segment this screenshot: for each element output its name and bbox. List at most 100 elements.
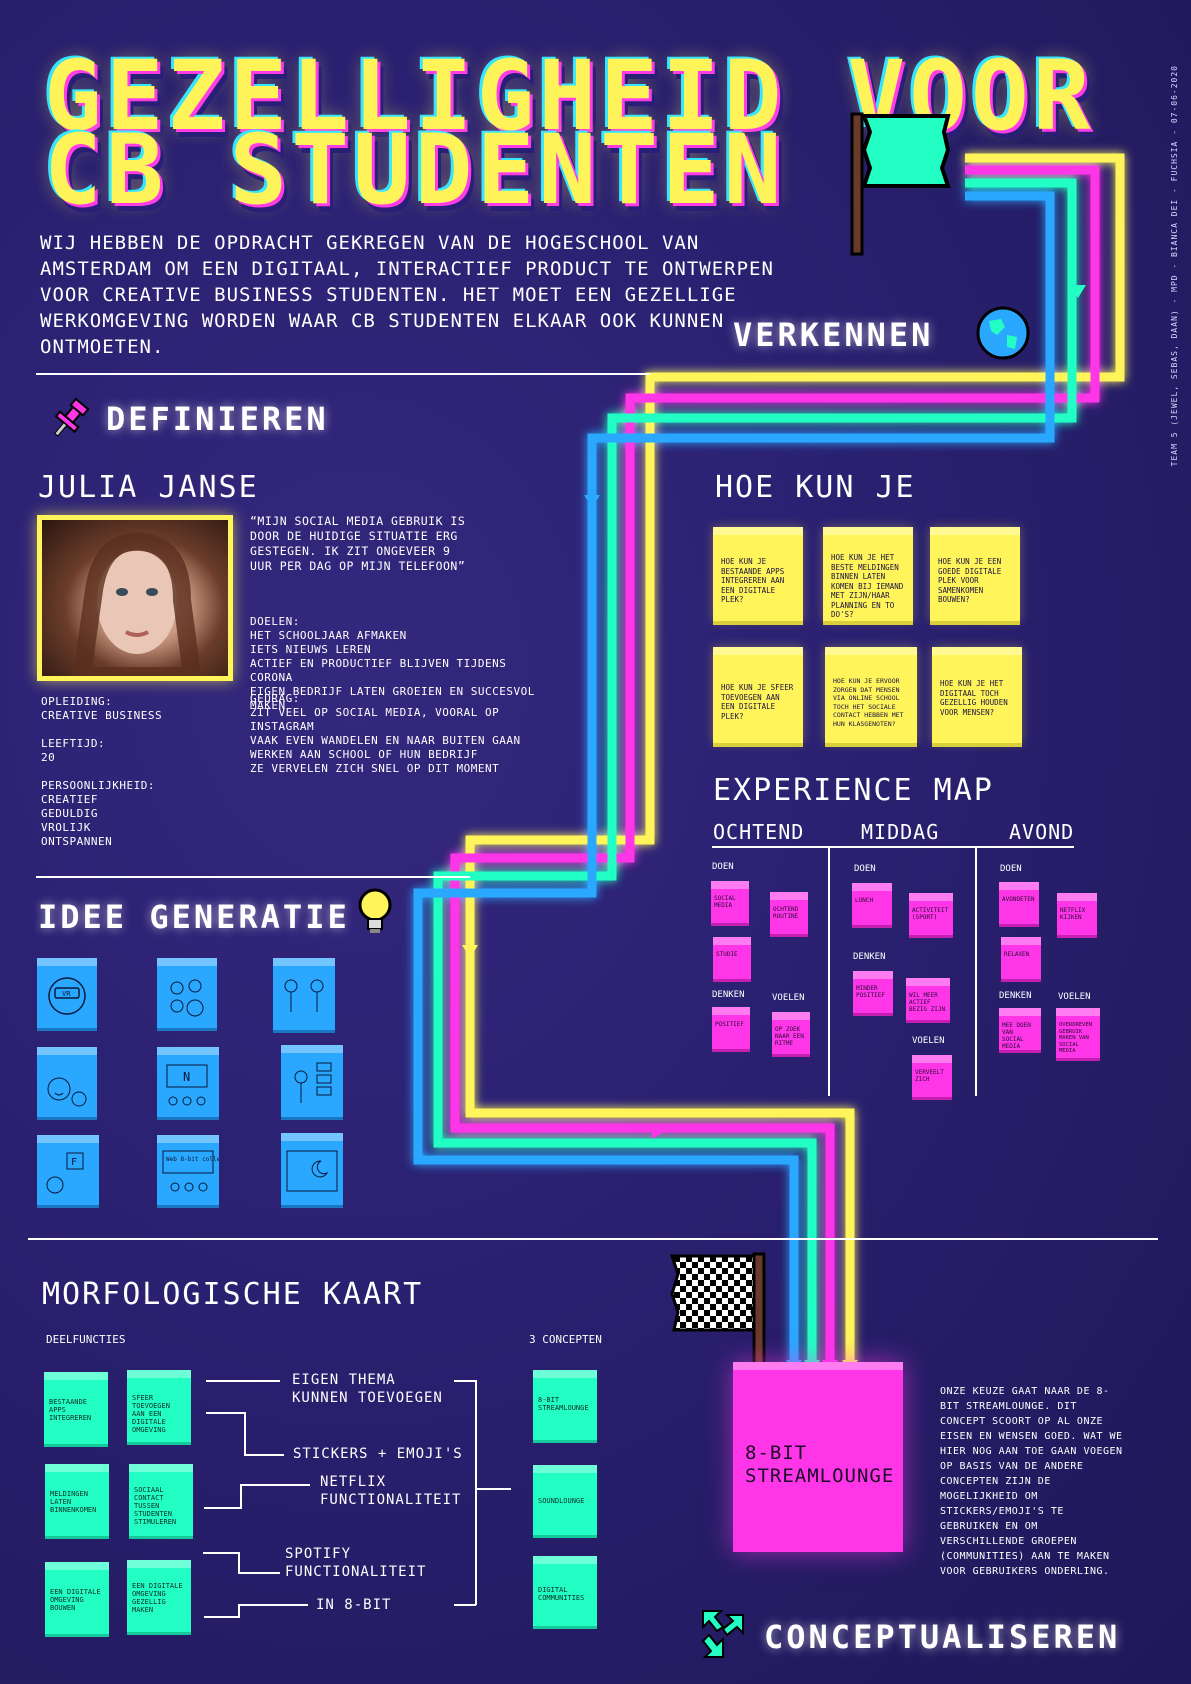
deelfuncties-label: DEELFUNCTIES: [46, 1333, 126, 1346]
em-note: OVERDREVEN GEBRUIK MAKEN VAN SOCIAL MEDI…: [1056, 1008, 1100, 1058]
em-col-ochtend: OCHTEND: [713, 820, 805, 844]
education-value: CREATIVE BUSINESS: [41, 709, 163, 722]
personality-item: VROLIJK: [41, 821, 91, 834]
goal-item: EIGEN BEDRIJF LATEN GROEIEN EN SUCCESVOL…: [250, 685, 535, 712]
em-note: ACTIVITEIT (SPORT): [909, 893, 953, 935]
oplossing-stickers: STICKERS + EMOJI'S: [293, 1446, 463, 1462]
connector: [244, 1412, 246, 1456]
bracket: [454, 1380, 476, 1382]
goals-label: DOELEN:: [250, 615, 300, 628]
personality-label: PERSOONLIJKHEID:: [41, 779, 155, 792]
hkj-note: HOE KUN JE BESTAANDE APPS INTEGREREN AAN…: [713, 527, 803, 621]
em-label-doen: DOEN: [1000, 864, 1022, 874]
connector: [240, 1484, 242, 1509]
connector: [206, 1412, 246, 1414]
em-label-denken: DENKEN: [999, 991, 1032, 1001]
morfologische-kaart-title: MORFOLOGISCHE KAART: [42, 1277, 424, 1312]
hkj-note: HOE KUN JE EEN GOEDE DIGITALE PLEK VOOR …: [930, 527, 1020, 621]
em-note: POSITIEF: [712, 1007, 750, 1049]
em-note: RELAXEN: [1001, 937, 1041, 979]
connector: [240, 1484, 310, 1486]
recycle-arrows-icon: [701, 1610, 744, 1658]
idea-note-emojis: [157, 958, 217, 1028]
vr-label: VR: [62, 990, 71, 998]
experience-map-title: EXPERIENCE MAP: [713, 773, 994, 808]
pushpin-icon: [54, 397, 90, 437]
persona-facts: OPLEIDING: CREATIVE BUSINESS LEEFTIJD: 2…: [41, 695, 231, 849]
em-note: SOCIAL MEDIA: [711, 881, 749, 923]
divider-mid: [36, 876, 470, 878]
goal-item: IETS NIEUWS LEREN: [250, 643, 372, 656]
title-line-2: CB STUDENTEN: [44, 114, 786, 226]
deelfunctie-note: EEN DIGITALE OMGEVING BOUWEN: [45, 1562, 109, 1634]
netflix-sketch-icon: N: [166, 1064, 208, 1106]
em-note: MEE DOEN VAN SOCIAL MEDIA: [999, 1008, 1041, 1050]
persona-behavior: GEDRAG: ZIT VEEL OP SOCIAL MEDIA, VOORAL…: [250, 692, 550, 776]
divider-top: [36, 373, 650, 375]
em-note: VERVEELT ZICH: [912, 1055, 952, 1097]
connector: [206, 1380, 280, 1382]
vr-headset-icon: VR: [48, 977, 86, 1015]
behavior-item: WERKEN AAN SCHOOL OF HUN BEDRIJF: [250, 748, 478, 761]
em-col-middag: MIDDAG: [861, 820, 940, 844]
age-label: LEEFTIJD:: [41, 737, 106, 750]
em-note: OP ZOEK NAAR EEN RITME: [772, 1012, 810, 1054]
concept-note: SOUNDLOUNGE: [533, 1465, 597, 1535]
em-label-denken: DENKEN: [712, 990, 745, 1000]
concept-note: 8-BIT STREAMLOUNGE: [533, 1370, 597, 1440]
hkj-note: HOE KUN JE HET DIGITAAL TOCH GEZELLIG HO…: [932, 647, 1022, 743]
start-flag-icon: [850, 112, 951, 256]
web-college-sketch-icon: Web 8-bit college: [162, 1150, 228, 1192]
connector: [204, 1507, 240, 1509]
connector: [238, 1552, 240, 1574]
persona-goals: DOELEN: HET SCHOOLJAAR AFMAKEN IETS NIEU…: [250, 615, 540, 713]
portrait-icon: [71, 532, 203, 685]
idea-note-night: [281, 1133, 343, 1205]
concept-note: DIGITAL COMMUNITIES: [533, 1556, 597, 1626]
personality-item: ONTSPANNEN: [41, 835, 113, 848]
hkj-note: HOE KUN JE ERVOOR ZORGEN DAT MENSEN VIA …: [825, 647, 917, 743]
idea-note-smileys: [37, 1047, 97, 1117]
education-label: OPLEIDING:: [41, 695, 113, 708]
people-sketch-icon: [284, 979, 324, 1012]
persona-photo: [37, 515, 233, 685]
oplossing-thema: EIGEN THEMA KUNNEN TOEVOEGEN: [292, 1371, 460, 1407]
phase-definieren: DEFINIEREN: [106, 400, 329, 438]
em-note: MINDER POSITIEF: [853, 971, 893, 1013]
idea-note-people: [273, 958, 335, 1030]
em-note: AVONDETEN: [999, 882, 1039, 924]
lightbulb-icon: [358, 888, 392, 933]
em-label-voelen: VOELEN: [912, 1036, 945, 1046]
divider-bottom: [28, 1238, 1158, 1240]
em-note: WIL MEER ACTIEF BEZIG ZIJN: [906, 978, 950, 1020]
goal-item: HET SCHOOLJAAR AFMAKEN: [250, 629, 407, 642]
final-concept-note: 8-BIT STREAMLOUNGE: [733, 1362, 903, 1552]
bracket: [454, 1604, 476, 1606]
em-label-denken: DENKEN: [853, 952, 886, 962]
persona-quote: “MIJN SOCIAL MEDIA GEBRUIK IS DOOR DE HU…: [250, 514, 466, 573]
idea-note-netflix: N: [157, 1047, 219, 1117]
em-col-avond: AVOND: [1009, 820, 1075, 844]
final-concept-label: 8-BIT STREAMLOUNGE: [745, 1442, 895, 1487]
idea-note-web-college: Web 8-bit college: [157, 1135, 228, 1205]
age-value: 20: [41, 751, 56, 764]
deelfunctie-note: SFEER TOEVOEGEN AAN EEN DIGITALE OMGEVIN…: [127, 1370, 191, 1442]
em-note: NETFLIX KIJKEN: [1057, 893, 1097, 935]
person-list-sketch-icon: [294, 1062, 332, 1103]
behavior-item: ZE VERVELEN ZICH SNEL OP DIT MOMENT: [250, 762, 500, 775]
oplossing-label: EIGEN THEMA KUNNEN TOEVOEGEN: [292, 1372, 443, 1406]
deelfunctie-note: BESTAANDE APPS INTEGREREN: [44, 1372, 108, 1444]
connector: [244, 1454, 284, 1456]
personality-item: GEDULDIG: [41, 807, 98, 820]
em-header-line: [712, 846, 1074, 848]
behavior-label: GEDRAG:: [250, 692, 300, 705]
f-label: F: [71, 1157, 77, 1168]
goal-item: ACTIEF EN PRODUCTIEF BLIJVEN TIJDENS COR…: [250, 657, 507, 684]
globe-icon: [976, 306, 1030, 360]
side-credit: TEAM 5 (JEWEL, SEBAS, DAAN) - MPD - BIAN…: [1170, 65, 1179, 467]
personality-item: CREATIEF: [41, 793, 98, 806]
behavior-item: ZIT VEEL OP SOCIAL MEDIA, VOORAL OP INST…: [250, 706, 500, 733]
em-label-doen: DOEN: [854, 864, 876, 874]
connector: [204, 1616, 240, 1618]
